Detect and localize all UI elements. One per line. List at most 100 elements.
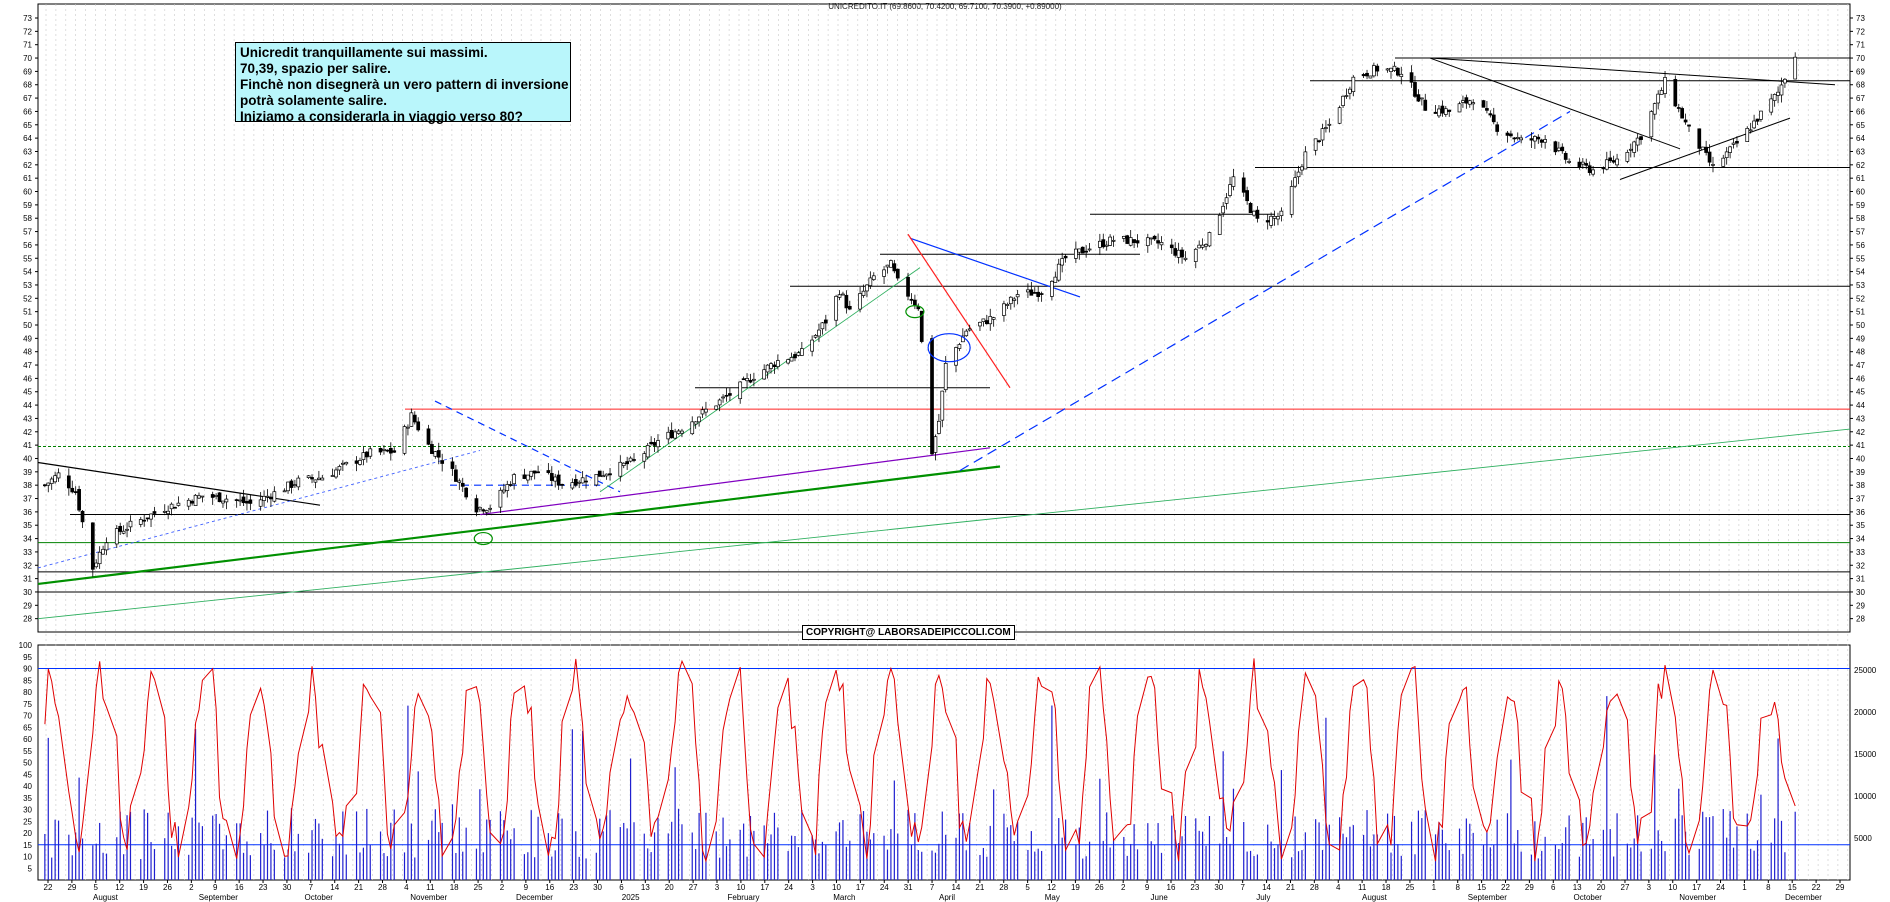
candle-body xyxy=(385,449,390,452)
candle xyxy=(1748,122,1753,134)
candle xyxy=(1471,99,1476,111)
candle-body xyxy=(1437,108,1441,117)
candle-body xyxy=(70,487,75,493)
candle xyxy=(656,434,660,453)
candle-body xyxy=(118,525,123,532)
candle-body xyxy=(608,473,612,476)
candle-body xyxy=(1276,216,1280,220)
candle-body xyxy=(895,268,900,279)
candle xyxy=(1553,140,1558,156)
candle xyxy=(796,350,801,357)
candle-body xyxy=(90,522,95,570)
candle xyxy=(1053,271,1058,283)
candle-body xyxy=(1145,237,1150,247)
candle-body xyxy=(553,476,558,482)
green-support-trendline xyxy=(37,465,1001,586)
note-line-4: potrà solamente salire. xyxy=(240,93,388,108)
x-tick-label: 9 xyxy=(524,883,529,892)
x-month-label: November xyxy=(1679,893,1716,902)
x-tick-label: 4 xyxy=(1336,883,1341,892)
candle-body xyxy=(1077,248,1082,253)
candle-body xyxy=(1074,248,1078,259)
candle-body xyxy=(1132,239,1136,243)
y-tick-label-right: 63 xyxy=(1856,147,1865,156)
x-tick-label: 29 xyxy=(67,883,76,892)
y-tick-label-left: 65 xyxy=(23,121,32,130)
candle xyxy=(769,362,773,374)
candle-body xyxy=(772,364,777,368)
candle-body xyxy=(1512,137,1517,140)
candle-body xyxy=(1128,237,1133,246)
candle xyxy=(169,502,174,516)
candle xyxy=(77,485,81,513)
volume-tick-label: 5000 xyxy=(1854,834,1872,843)
y-tick-label-left: 67 xyxy=(23,94,32,103)
candle xyxy=(1529,132,1534,149)
candle xyxy=(430,440,434,454)
candle xyxy=(1440,100,1445,117)
candle-body xyxy=(1101,239,1106,248)
candle xyxy=(546,463,551,475)
x-tick-label: 11 xyxy=(1358,883,1367,892)
candle-body xyxy=(190,500,194,504)
candle-body xyxy=(810,339,814,352)
candle xyxy=(1221,202,1226,218)
candle-body xyxy=(1567,161,1571,163)
candle-body xyxy=(1656,93,1661,104)
candle xyxy=(1485,100,1489,114)
y-tick-label-right: 49 xyxy=(1856,334,1865,343)
y-tick-label-right: 31 xyxy=(1856,575,1865,584)
x-tick-label: 23 xyxy=(1190,883,1199,892)
osc-tick-label: 75 xyxy=(23,700,32,709)
y-tick-label-right: 66 xyxy=(1856,107,1865,116)
candle xyxy=(43,483,47,488)
x-tick-label: 14 xyxy=(330,883,339,892)
candle xyxy=(772,361,777,374)
y-tick-label-left: 41 xyxy=(23,441,32,450)
candle-body xyxy=(1098,240,1102,248)
x-month-label: 2025 xyxy=(622,893,640,902)
candle xyxy=(1505,130,1510,143)
candle-body xyxy=(1759,110,1763,120)
candle-body xyxy=(1399,73,1404,77)
x-tick-label: 14 xyxy=(1262,883,1271,892)
candle-body xyxy=(248,499,253,504)
candle-body xyxy=(313,479,318,483)
candle xyxy=(1769,93,1774,116)
candle-body xyxy=(1241,177,1246,193)
candle xyxy=(1731,138,1736,149)
candle-body xyxy=(649,441,653,445)
candle-body xyxy=(1769,98,1774,113)
candle xyxy=(584,475,588,489)
x-tick-label: 10 xyxy=(1668,883,1677,892)
candle-body xyxy=(1180,249,1184,258)
x-tick-label: 29 xyxy=(1525,883,1534,892)
y-tick-label-left: 34 xyxy=(23,535,32,544)
y-tick-label-left: 61 xyxy=(23,174,32,183)
candle xyxy=(1104,240,1109,251)
osc-tick-label: 85 xyxy=(23,676,32,685)
candle xyxy=(1265,214,1270,230)
candle-body xyxy=(1447,109,1452,112)
candle xyxy=(882,266,886,284)
candle-body xyxy=(522,474,527,479)
candle-body xyxy=(361,452,366,460)
candle xyxy=(90,522,95,577)
candle-body xyxy=(1135,240,1140,244)
x-tick-label: 21 xyxy=(975,883,984,892)
candle xyxy=(1413,75,1417,98)
candle xyxy=(673,428,677,440)
y-tick-label-left: 63 xyxy=(23,147,32,156)
x-month-label: April xyxy=(939,893,955,902)
candle xyxy=(1776,86,1780,104)
candle-body xyxy=(529,470,534,477)
osc-tick-label: 40 xyxy=(23,782,32,791)
candle-body xyxy=(214,495,218,497)
candle-body xyxy=(1002,303,1006,316)
candle xyxy=(885,264,890,274)
x-tick-label: 14 xyxy=(951,883,960,892)
candle-body xyxy=(265,495,270,498)
candle-body xyxy=(238,499,242,502)
candle xyxy=(889,259,893,268)
